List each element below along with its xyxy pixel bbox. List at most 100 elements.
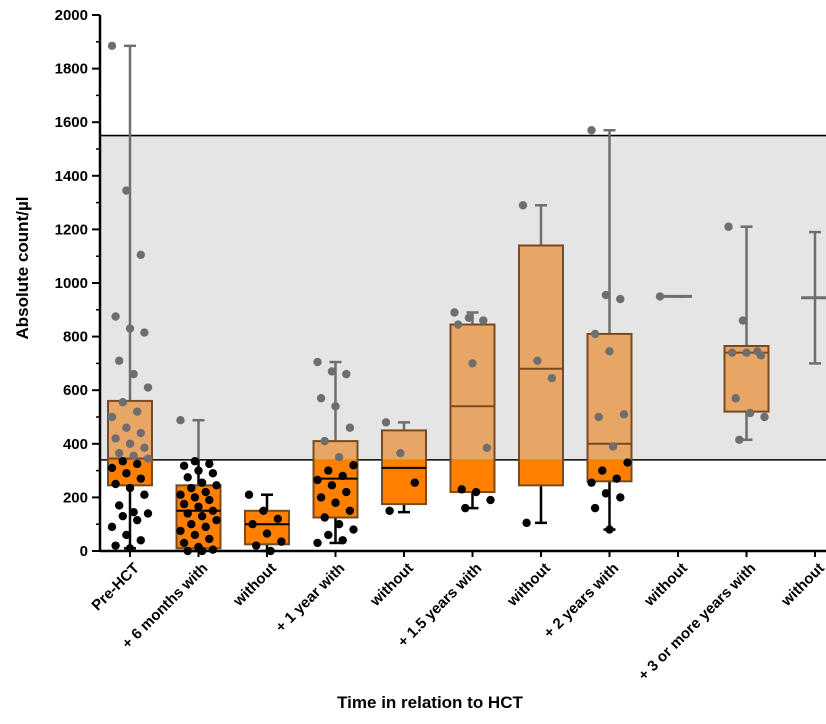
data-point xyxy=(468,359,477,368)
x-tick-label: without xyxy=(229,560,279,610)
data-point xyxy=(179,499,189,509)
data-point xyxy=(252,541,261,550)
box-upper-fill xyxy=(519,245,563,460)
data-point xyxy=(122,530,131,540)
data-point xyxy=(277,537,286,546)
data-point xyxy=(320,436,329,446)
data-point xyxy=(590,503,600,513)
data-point xyxy=(187,520,196,529)
data-point xyxy=(273,514,282,524)
data-point xyxy=(324,466,333,475)
data-point xyxy=(125,324,135,333)
x-tick-label: without xyxy=(640,560,690,610)
data-point xyxy=(461,503,470,513)
data-point xyxy=(140,328,149,337)
data-point xyxy=(136,536,145,545)
data-point xyxy=(349,525,358,534)
y-tick-label: 0 xyxy=(80,543,88,560)
data-point xyxy=(313,357,322,367)
data-point xyxy=(136,474,145,483)
data-point xyxy=(727,348,737,357)
y-tick-label: 1800 xyxy=(55,61,88,78)
data-point xyxy=(205,459,214,469)
box-upper-fill xyxy=(313,441,358,460)
data-point xyxy=(197,478,207,487)
data-point xyxy=(197,511,207,521)
x-tick-label: Pre-HCT xyxy=(88,560,142,614)
points-layer xyxy=(107,41,769,556)
y-axis-label: Absolute count/µl xyxy=(13,197,32,340)
x-tick-label: + 3 or more years with xyxy=(635,560,759,684)
data-point xyxy=(107,463,117,473)
data-point xyxy=(345,423,355,432)
data-point xyxy=(522,518,531,528)
data-point xyxy=(262,529,272,538)
data-point xyxy=(111,541,120,550)
data-point xyxy=(731,394,740,403)
data-point xyxy=(129,507,138,517)
data-point xyxy=(212,481,221,490)
data-point xyxy=(598,466,607,475)
data-point xyxy=(107,41,117,51)
box-upper-fill xyxy=(450,324,495,460)
data-point xyxy=(471,487,481,497)
data-point xyxy=(187,483,196,493)
data-point xyxy=(338,471,347,481)
data-point xyxy=(122,186,131,195)
data-point xyxy=(111,434,120,443)
box-lower-fill xyxy=(519,459,563,486)
y-tick-label: 400 xyxy=(63,436,88,453)
data-point xyxy=(143,454,153,463)
data-point xyxy=(179,461,189,470)
data-point xyxy=(118,398,128,407)
data-point xyxy=(176,490,185,499)
data-point xyxy=(327,367,337,376)
box-group-7 xyxy=(586,128,633,531)
data-point xyxy=(316,394,326,403)
data-point xyxy=(457,485,466,494)
box-upper-fill xyxy=(382,430,426,460)
data-point xyxy=(338,536,347,545)
data-point xyxy=(608,442,618,451)
data-point xyxy=(518,201,528,210)
data-point xyxy=(115,448,124,458)
data-point xyxy=(194,466,203,475)
x-tick-label: without xyxy=(503,560,553,610)
data-point xyxy=(183,509,192,518)
y-tick-label: 1200 xyxy=(55,221,88,238)
data-point xyxy=(107,412,117,422)
x-tick-label: without xyxy=(366,560,416,610)
data-point xyxy=(601,290,611,300)
data-point xyxy=(129,369,138,379)
box-group-9 xyxy=(723,225,770,442)
box-outline xyxy=(586,332,633,483)
box-lower-fill xyxy=(450,459,495,493)
data-point xyxy=(745,408,755,418)
data-point xyxy=(115,501,124,510)
data-point xyxy=(331,402,340,411)
data-point xyxy=(616,294,625,304)
y-tick-label: 1600 xyxy=(55,114,88,131)
data-point xyxy=(136,250,145,260)
data-point xyxy=(259,506,268,515)
data-point xyxy=(742,348,751,357)
data-point xyxy=(125,439,135,448)
data-point xyxy=(122,423,131,432)
data-point xyxy=(381,418,391,427)
box-group-10 xyxy=(801,230,826,365)
data-point xyxy=(464,313,474,323)
data-point xyxy=(125,483,135,493)
box-lower-fill xyxy=(382,459,426,505)
data-point xyxy=(345,506,355,515)
data-point xyxy=(587,478,596,487)
data-point xyxy=(190,457,200,466)
data-point xyxy=(248,520,257,529)
data-point xyxy=(450,308,459,317)
data-point xyxy=(623,458,632,467)
data-point xyxy=(385,506,394,515)
data-point xyxy=(201,487,210,497)
data-point xyxy=(143,509,153,518)
data-point xyxy=(324,530,333,540)
data-point xyxy=(107,522,117,532)
data-point xyxy=(482,443,492,453)
